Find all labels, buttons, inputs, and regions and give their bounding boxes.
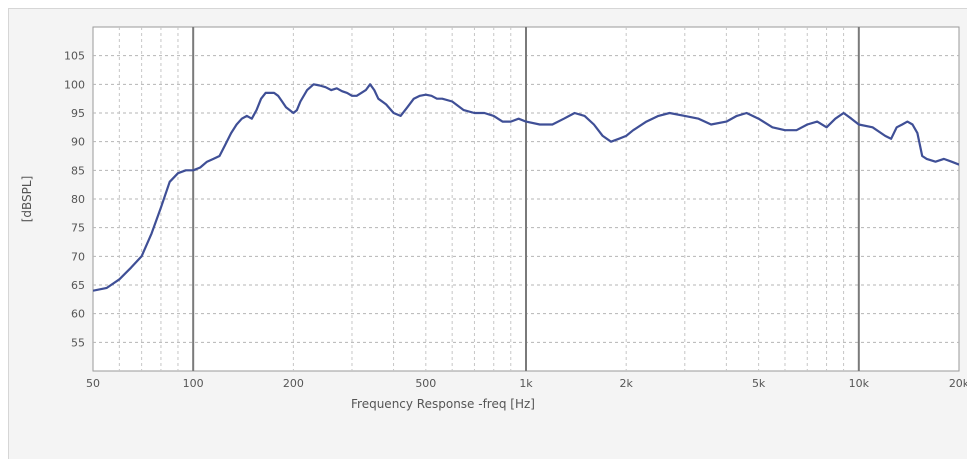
- x-tick-label: 10k: [849, 377, 870, 390]
- x-tick-label: 200: [283, 377, 304, 390]
- y-axis-ticks: 55 60 65 70 75 80 85 90 95 100 105: [64, 50, 85, 350]
- y-tick-label: 80: [71, 193, 85, 206]
- y-tick-label: 90: [71, 136, 85, 149]
- x-axis-ticks: 50 100 200 500 1k 2k 5k 10k 20k: [86, 377, 967, 390]
- frequency-response-chart: 55 60 65 70 75 80 85 90 95 100 105 50 100 200 500 1k 2k…: [20, 26, 967, 411]
- x-axis-title: Frequency Response -freq [Hz]: [351, 397, 535, 411]
- x-tick-label: 20k: [949, 377, 967, 390]
- x-tick-label: 1k: [519, 377, 533, 390]
- x-tick-label: 2k: [619, 377, 633, 390]
- x-tick-label: 5k: [752, 377, 766, 390]
- y-tick-label: 85: [71, 164, 85, 177]
- x-tick-label: 50: [86, 377, 100, 390]
- y-tick-label: 65: [71, 279, 85, 292]
- y-axis-title: [dBSPL]: [20, 176, 34, 223]
- y-tick-label: 105: [64, 50, 85, 63]
- y-tick-label: 75: [71, 222, 85, 235]
- y-tick-label: 95: [71, 107, 85, 120]
- y-tick-label: 55: [71, 336, 85, 349]
- y-tick-label: 60: [71, 308, 85, 321]
- grid: [93, 27, 959, 371]
- y-tick-label: 70: [71, 250, 85, 263]
- y-tick-label: 100: [64, 78, 85, 91]
- x-tick-label: 100: [183, 377, 204, 390]
- x-tick-label: 500: [415, 377, 436, 390]
- series-line: [93, 83, 959, 292]
- chart-panel: 55 60 65 70 75 80 85 90 95 100 105 50 100 200 500 1k 2k…: [8, 8, 967, 459]
